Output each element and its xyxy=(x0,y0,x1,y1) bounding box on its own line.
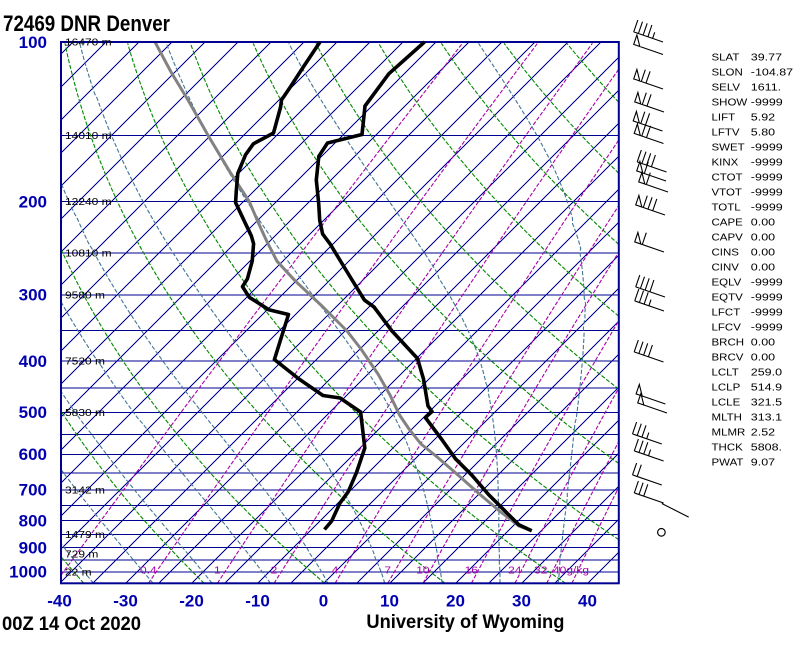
svg-text:20: 20 xyxy=(446,592,465,611)
svg-text:CINS: CINS xyxy=(712,247,739,258)
svg-text:BRCV: BRCV xyxy=(712,352,745,363)
svg-text:SELV: SELV xyxy=(712,82,741,93)
svg-text:LCLE: LCLE xyxy=(712,397,741,408)
svg-text:TOTL: TOTL xyxy=(712,202,741,213)
svg-text:7520 m: 7520 m xyxy=(65,356,105,367)
svg-text:LFTV: LFTV xyxy=(712,127,741,138)
svg-text:5808.: 5808. xyxy=(751,442,782,453)
svg-text:EQTV: EQTV xyxy=(712,292,744,303)
svg-text:1000: 1000 xyxy=(9,563,47,582)
svg-text:-104.87: -104.87 xyxy=(751,67,793,78)
svg-text:800: 800 xyxy=(19,511,47,530)
svg-text:-9999: -9999 xyxy=(751,142,783,153)
svg-text:40: 40 xyxy=(578,592,597,611)
svg-text:1611.: 1611. xyxy=(751,82,781,93)
svg-text:0.4: 0.4 xyxy=(140,565,157,576)
svg-text:-9999: -9999 xyxy=(751,292,783,303)
svg-text:1479 m: 1479 m xyxy=(65,530,105,541)
svg-text:16470 m: 16470 m xyxy=(65,37,112,48)
svg-text:4: 4 xyxy=(332,565,339,576)
svg-text:SWET: SWET xyxy=(712,142,746,153)
svg-text:10: 10 xyxy=(416,565,429,576)
svg-text:SLON: SLON xyxy=(712,67,743,78)
svg-text:-9999: -9999 xyxy=(751,202,783,213)
svg-text:CAPV: CAPV xyxy=(712,232,744,243)
svg-text:1: 1 xyxy=(214,565,221,576)
svg-text:CAPE: CAPE xyxy=(712,217,743,228)
svg-text:SLAT: SLAT xyxy=(712,52,740,63)
svg-text:30: 30 xyxy=(512,592,531,611)
svg-text:CINV: CINV xyxy=(712,262,740,273)
svg-text:-9999: -9999 xyxy=(751,172,783,183)
svg-text:32: 32 xyxy=(534,565,547,576)
svg-text:0.00: 0.00 xyxy=(751,262,775,273)
svg-text:5830 m: 5830 m xyxy=(65,408,105,419)
svg-text:600: 600 xyxy=(19,445,47,464)
svg-text:THCK: THCK xyxy=(712,442,744,453)
svg-text:CTOT: CTOT xyxy=(712,172,744,183)
svg-text:PWAT: PWAT xyxy=(712,457,744,468)
svg-text:9.07: 9.07 xyxy=(751,457,775,468)
svg-text:MLMR: MLMR xyxy=(712,427,746,438)
svg-text:-9999: -9999 xyxy=(751,307,783,318)
svg-text:22 m: 22 m xyxy=(65,567,92,578)
svg-text:729 m: 729 m xyxy=(65,549,98,560)
svg-text:0.00: 0.00 xyxy=(751,247,775,258)
svg-text:14010 m: 14010 m xyxy=(65,131,112,142)
svg-text:BRCH: BRCH xyxy=(712,337,745,348)
svg-text:0.00: 0.00 xyxy=(751,232,775,243)
svg-text:500: 500 xyxy=(19,403,47,422)
svg-text:12240 m: 12240 m xyxy=(65,197,112,208)
svg-text:0.00: 0.00 xyxy=(751,337,775,348)
svg-text:University of Wyoming: University of Wyoming xyxy=(366,612,564,633)
svg-text:100: 100 xyxy=(19,33,47,52)
svg-text:-9999: -9999 xyxy=(751,277,783,288)
svg-text:7: 7 xyxy=(384,565,391,576)
svg-text:3142 m: 3142 m xyxy=(65,485,105,496)
svg-text:300: 300 xyxy=(19,286,47,305)
svg-text:10: 10 xyxy=(380,592,399,611)
svg-text:LCLT: LCLT xyxy=(712,367,740,378)
svg-text:-9999: -9999 xyxy=(751,187,783,198)
svg-text:400: 400 xyxy=(19,352,47,371)
svg-text:321.5: 321.5 xyxy=(751,397,782,408)
svg-text:0.00: 0.00 xyxy=(751,217,775,228)
svg-text:514.9: 514.9 xyxy=(751,382,782,393)
svg-text:-9999: -9999 xyxy=(751,322,783,333)
svg-text:16: 16 xyxy=(465,565,478,576)
svg-text:10810 m: 10810 m xyxy=(65,248,112,259)
svg-text:259.0: 259.0 xyxy=(751,367,782,378)
svg-text:00Z 14 Oct 2020: 00Z 14 Oct 2020 xyxy=(2,614,141,635)
svg-text:VTOT: VTOT xyxy=(712,187,743,198)
svg-text:LFCT: LFCT xyxy=(712,307,741,318)
svg-text:-20: -20 xyxy=(179,592,204,611)
svg-text:313.1: 313.1 xyxy=(751,412,782,423)
svg-text:-40: -40 xyxy=(47,592,72,611)
svg-text:LIFT: LIFT xyxy=(712,112,736,123)
svg-text:-30: -30 xyxy=(113,592,138,611)
svg-text:39.77: 39.77 xyxy=(751,52,782,63)
svg-text:-9999: -9999 xyxy=(751,97,783,108)
svg-text:KINX: KINX xyxy=(712,157,739,168)
svg-text:-10: -10 xyxy=(245,592,270,611)
svg-text:0: 0 xyxy=(319,592,328,611)
svg-text:200: 200 xyxy=(19,192,47,211)
svg-text:2.52: 2.52 xyxy=(751,427,775,438)
svg-text:MLTH: MLTH xyxy=(712,412,742,423)
svg-text:900: 900 xyxy=(19,539,47,558)
svg-text:-9999: -9999 xyxy=(751,157,783,168)
svg-text:5.80: 5.80 xyxy=(751,127,775,138)
svg-text:5.92: 5.92 xyxy=(751,112,775,123)
svg-text:9580 m: 9580 m xyxy=(65,290,105,301)
svg-text:SHOW: SHOW xyxy=(712,97,749,108)
svg-text:72469 DNR Denver: 72469 DNR Denver xyxy=(3,11,170,36)
svg-text:24: 24 xyxy=(508,565,521,576)
svg-text:40g/kg: 40g/kg xyxy=(553,565,589,576)
svg-text:LFCV: LFCV xyxy=(712,322,742,333)
svg-text:2: 2 xyxy=(271,565,278,576)
svg-text:LCLP: LCLP xyxy=(712,382,741,393)
svg-text:EQLV: EQLV xyxy=(712,277,743,288)
svg-text:700: 700 xyxy=(19,481,47,500)
svg-text:0.00: 0.00 xyxy=(751,352,775,363)
